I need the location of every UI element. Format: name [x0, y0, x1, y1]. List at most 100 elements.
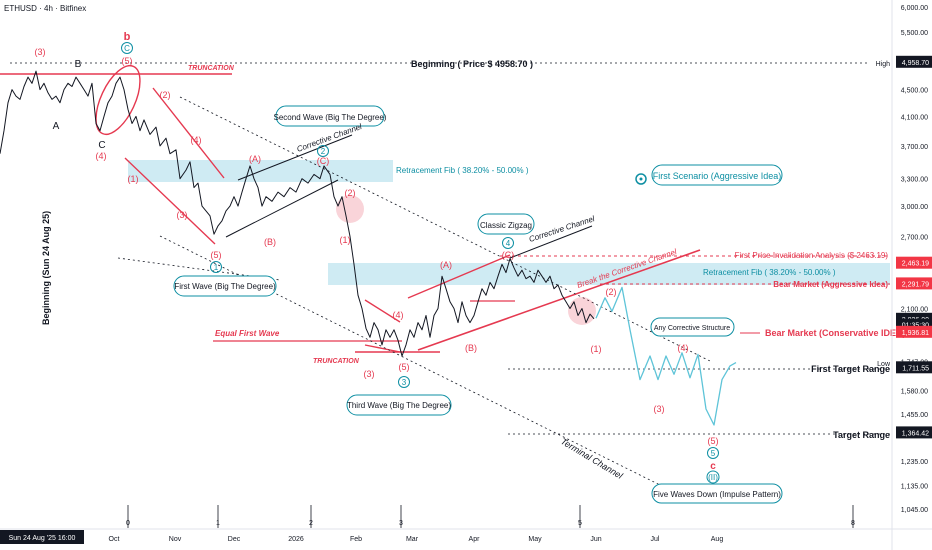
first-scenario-box: [651, 164, 783, 186]
wave-label: C: [124, 44, 130, 53]
classic-zigzag-label: Classic Zigzag: [480, 221, 532, 230]
price-marker: [896, 277, 932, 290]
beginning-price-label: Beginning ( Price $ 4958.70 ): [411, 59, 533, 69]
channel-line-2a: [364, 299, 401, 323]
wave-label: (5): [122, 56, 133, 66]
eye-icon: [635, 173, 647, 185]
cycle-mark-label: 8: [851, 520, 855, 527]
cycle-mark-label: 5: [578, 520, 582, 527]
price-tick-label: 3,000.00: [901, 204, 928, 211]
equal-first-wave-label: Equal First Wave: [215, 329, 280, 338]
terminal-channel-lower: [159, 235, 661, 486]
current-time-label: Sun 24 Aug '25 16:00: [9, 535, 76, 542]
wave-labels: (3) B A C (4) b C (5) (1) (2) (4) (3) (5…: [35, 31, 720, 484]
wave-label: (3): [35, 47, 46, 57]
wave-label: C: [98, 140, 105, 151]
price-tick-label: 1,045.00: [901, 507, 928, 514]
price-tick-label: 3,700.00: [901, 144, 928, 151]
time-tick-label: Dec: [228, 536, 241, 543]
price-tick-label: 2,100.00: [901, 307, 928, 314]
price-marker-label: 1,936.81: [902, 330, 929, 337]
series-layer: [0, 70, 737, 426]
wave-label: (1): [340, 235, 351, 245]
target-range-label: Target Range: [833, 430, 890, 440]
eye-icon-pupil: [639, 177, 643, 181]
wave-label: (2): [345, 188, 356, 198]
third-wave-box: [346, 394, 452, 416]
price-tick-label: 6,000.00: [901, 5, 928, 12]
time-axis[interactable]: Oct Nov Dec 2026 Feb Mar Apr May Jun Jul Aug 0 1 2 3 5 8: [109, 505, 855, 543]
wave-label: (II): [708, 473, 718, 482]
price-marker: [896, 361, 932, 374]
price-tick-label: 2,700.00: [901, 234, 928, 241]
break-channel-line: [417, 249, 701, 351]
wave-circle: [210, 261, 222, 273]
wave-label: A: [53, 121, 60, 132]
price-tick-label: 3,300.00: [901, 177, 928, 184]
wave-label: 4: [506, 239, 511, 248]
wave-label: (5): [399, 362, 410, 372]
wave-label: (4): [96, 151, 107, 161]
time-tick-label: 2026: [288, 536, 304, 543]
time-tick-label: Apr: [469, 536, 481, 543]
wave-label: 2: [321, 147, 326, 156]
time-tick-label: Feb: [350, 536, 362, 543]
price-marker: [896, 55, 932, 68]
invalidation-label: First Price Invalidation Analysis ($ 246…: [735, 251, 889, 260]
fib-label-2: Retracement Fib ( 38.20% - 50.00% ): [703, 268, 836, 277]
series-line: [595, 286, 737, 426]
wave-label: (B): [465, 343, 477, 353]
wave-circle: [398, 376, 410, 388]
price-marker-label: 2,463.19: [902, 261, 929, 268]
time-tick-label: Jul: [651, 536, 660, 543]
truncation-label-top: TRUNCATION: [188, 65, 235, 72]
bear-conservative-label: Bear Market (Conservative IDEA): [765, 328, 906, 338]
cycle-mark-label: 0: [126, 520, 130, 527]
fib-label-1: Retracement Fib ( 38.20% - 50.00% ): [396, 166, 529, 175]
wave-circle: [317, 145, 329, 157]
classic-zigzag-box: [477, 213, 535, 235]
corrective-channel-2b: [509, 225, 593, 259]
wave-label: (2): [160, 90, 171, 100]
price-marker-label: 2,291.79: [902, 281, 929, 288]
wave-label: (4): [393, 310, 404, 320]
price-marker: [896, 256, 932, 269]
second-wave-box: [275, 105, 385, 127]
cycle-mark-label: 3: [399, 520, 403, 527]
wave-label: 5: [711, 449, 716, 458]
current-highlight: [568, 297, 596, 325]
first-wave-label: First Wave (Big The Degree): [174, 282, 276, 291]
price-axis[interactable]: 6,000.005,500.005,000.004,500.004,100.00…: [896, 5, 932, 514]
first-target-label: First Target Range: [811, 364, 890, 374]
price-tick-label: 4,500.00: [901, 88, 928, 95]
wave-label: B: [75, 59, 82, 70]
time-tick-label: Aug: [711, 536, 724, 543]
wave-circle: [502, 237, 514, 249]
wave-label: (3): [654, 404, 665, 414]
wave-label: (5): [211, 250, 222, 260]
corrective-channel-1b: [237, 134, 353, 181]
wave-label: (4): [678, 343, 689, 353]
price-tick-label: 1,580.00: [901, 388, 928, 395]
wave-label: (C): [502, 250, 515, 260]
time-tick-label: May: [528, 536, 542, 543]
channel-line-1a: [124, 157, 216, 245]
wave-label: (1): [591, 344, 602, 354]
second-wave-label: Second Wave (Big The Degree): [274, 113, 387, 122]
wave-label: (2): [606, 287, 617, 297]
price-tick-label: 1,235.00: [901, 459, 928, 466]
wave-label: 3: [402, 378, 407, 387]
five-waves-label: Five Waves Down (Impulse Pattern): [653, 490, 781, 499]
truncation-label-bottom: TRUNCATION: [313, 358, 360, 365]
wave-label: (4): [191, 135, 202, 145]
price-marker-label: 4,958.70: [902, 60, 929, 67]
wave-c-ellipse: [95, 65, 141, 135]
first-scenario-label: First Scenario (Aggressive Idea): [653, 171, 782, 181]
wave-2-highlight: [336, 195, 364, 223]
five-waves-box: [651, 483, 783, 504]
price-marker: [896, 325, 932, 338]
price-marker: [896, 426, 932, 439]
price-tick-label: 5,500.00: [901, 30, 928, 37]
any-corrective-box: [650, 317, 735, 337]
